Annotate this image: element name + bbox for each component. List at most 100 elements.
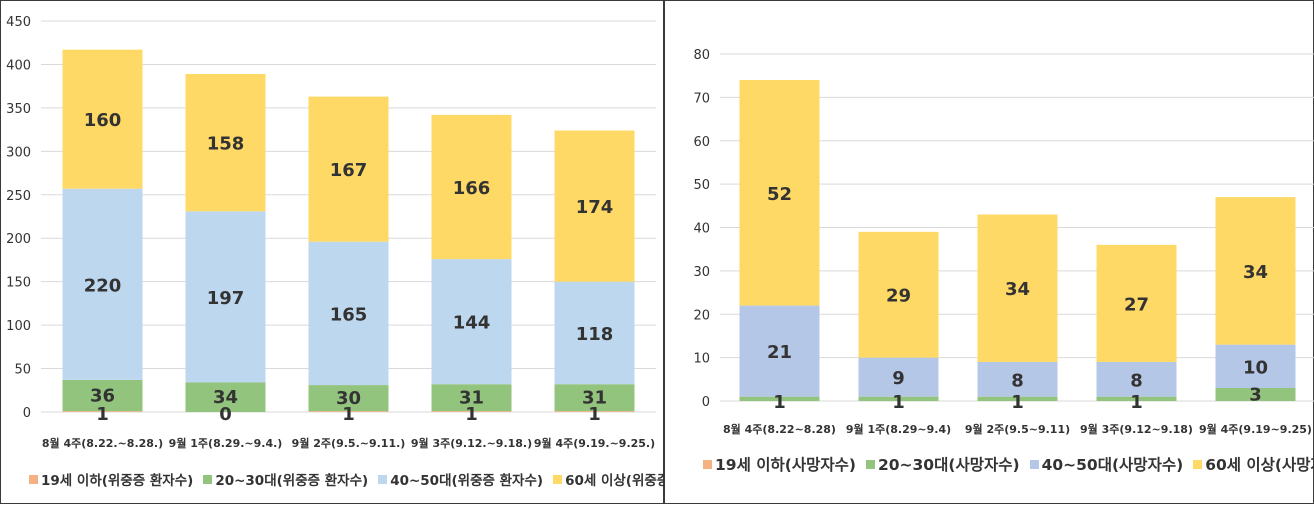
legend-swatch (378, 474, 388, 484)
data-label: 10 (1243, 357, 1268, 378)
y-tick-label: 150 (6, 276, 31, 291)
data-label: 220 (84, 275, 122, 296)
data-label: 52 (767, 184, 792, 205)
y-tick-label: 30 (693, 265, 710, 280)
legend-label: 60세 이상(사망자수) (1205, 456, 1314, 474)
y-tick-label: 350 (6, 102, 31, 117)
category-label: 9월 3주(9.12.~9.18.) (411, 436, 532, 450)
y-tick-label: 200 (6, 232, 31, 247)
bar-segment (1215, 387, 1296, 401)
legend-swatch (1029, 459, 1039, 469)
category-label: 9월 3주(9.12~9.18) (1080, 422, 1193, 436)
bar-segment (739, 305, 820, 397)
legend-right: 19세 이하(사망자수) 20~30대(사망자수) 40~50대(사망자수) 60세 … (703, 453, 1314, 475)
y-tick-label: 50 (14, 363, 31, 378)
y-tick-label: 60 (693, 135, 710, 150)
y-tick-label: 300 (6, 145, 31, 160)
legend-label: 40~50대(위중증 환자수) (390, 473, 544, 489)
chart-panel-left: 0 50 100 150 200 250 300 350 400 450 1 36 220 160 8월 4… (0, 0, 717, 504)
legend-item: 40~50대(사망자수) (1029, 453, 1183, 475)
y-tick-label: 0 (702, 395, 710, 410)
legend-label: 19세 이하(위중증 환자수) (41, 473, 194, 489)
bar-segment (185, 382, 266, 412)
bar-segment (431, 114, 512, 260)
bar-segment (431, 384, 512, 412)
legend-label: 20~30대(사망자수) (877, 456, 1020, 474)
bar-segment (308, 385, 389, 412)
data-label: 158 (207, 134, 245, 155)
bar-segment (185, 211, 266, 383)
bar-segment (431, 411, 512, 412)
data-label: 21 (767, 342, 792, 363)
legend-label: 20~30대(위중증 환자수) (215, 473, 369, 489)
legend-swatch (553, 474, 563, 484)
category-label: 9월 4주(9.19~9.25) (1199, 422, 1312, 436)
bar-segment (185, 74, 266, 212)
category-label: 8월 4주(8.22~8.28) (723, 422, 836, 436)
data-label: 30 (336, 388, 361, 409)
legend-item: 60세 이상(사망자수) (1193, 453, 1314, 475)
data-label: 34 (1243, 262, 1268, 283)
data-label: 34 (213, 387, 238, 408)
legend-item: 20~30대(위중증 환자수) (203, 469, 368, 489)
bar-segment (1215, 344, 1296, 388)
bar-segment (1096, 396, 1177, 401)
data-label: 165 (330, 304, 368, 325)
category-label: 9월 1주(8.29~9.4) (846, 422, 951, 436)
legend-item: 19세 이하(위중증 환자수) (29, 469, 193, 489)
category-label: 9월 2주(9.5~9.11) (965, 422, 1070, 436)
bar-segment (554, 281, 635, 385)
bar-segment (977, 396, 1058, 401)
y-tick-label: 400 (6, 58, 31, 73)
bar-segment (62, 379, 143, 412)
data-label: 31 (582, 388, 607, 409)
data-label: 197 (207, 288, 245, 309)
data-label: 29 (886, 286, 911, 307)
bar-segment (62, 188, 143, 380)
legend-item: 40~50대(위중증 환자수) (378, 469, 543, 489)
bar-segment (1096, 244, 1177, 362)
data-label: 9 (892, 368, 905, 389)
data-label: 118 (576, 324, 614, 345)
data-label: 36 (90, 385, 115, 406)
bar-segment (739, 80, 820, 306)
bar-segment (62, 49, 143, 189)
legend-swatch (203, 474, 213, 484)
legend-left: 19세 이하(위중증 환자수) 20~30대(위중증 환자수) 40~50대(위중증… (29, 469, 717, 489)
data-label: 1 (892, 392, 905, 413)
bar-segment (977, 214, 1058, 362)
data-label: 27 (1124, 294, 1149, 315)
bar-segment (858, 357, 939, 397)
data-label: 0 (219, 404, 232, 425)
bar-segment (858, 231, 939, 358)
data-label: 144 (453, 313, 491, 334)
bar-segment (308, 241, 389, 386)
y-tick-label: 70 (693, 91, 710, 106)
legend-swatch (865, 459, 875, 469)
y-tick-label: 100 (6, 319, 31, 334)
bar-segment (308, 411, 389, 412)
bar-segment (554, 411, 635, 412)
legend-swatch (703, 459, 712, 469)
y-tick-label: 20 (693, 308, 710, 323)
y-tick-label: 40 (693, 222, 710, 237)
data-label: 1 (1130, 392, 1143, 413)
bar-segment (1096, 361, 1177, 397)
legend-label: 19세 이하(사망자수) (715, 456, 856, 474)
data-label: 166 (453, 178, 491, 199)
chart-panel-right: 0 10 20 30 40 50 60 70 80 1 21 52 8월 4주(8.22~8.28) 1 9… (664, 0, 1314, 504)
y-tick-label: 50 (693, 178, 710, 193)
data-label: 160 (84, 110, 122, 131)
bar-segment (858, 396, 939, 401)
category-label: 8월 4주(8.22.~8.28.) (42, 436, 163, 450)
bar-segment (1215, 197, 1296, 345)
legend-swatch (29, 474, 38, 484)
y-tick-label: 250 (6, 189, 31, 204)
data-label: 1 (588, 404, 601, 425)
bar-segment (554, 130, 635, 282)
legend-item: 20~30대(사망자수) (865, 453, 1020, 475)
data-label: 31 (459, 388, 484, 409)
data-label: 1 (96, 404, 109, 425)
y-tick-label: 80 (693, 48, 710, 63)
